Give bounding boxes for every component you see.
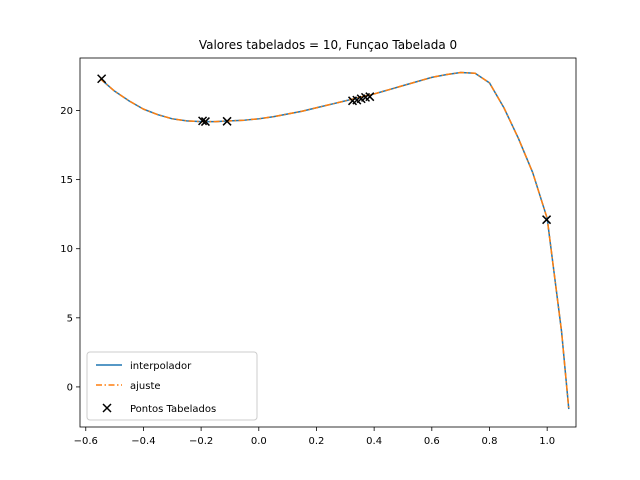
x-tick-label: −0.4 bbox=[131, 436, 155, 447]
data-point-pontos-tabelados bbox=[542, 215, 552, 225]
y-tick-label: 15 bbox=[60, 175, 73, 186]
x-tick-label: 1.0 bbox=[539, 436, 555, 447]
legend: interpolador ajuste Pontos Tabelados bbox=[86, 351, 258, 421]
data-point-pontos-tabelados bbox=[200, 117, 210, 127]
x-tick-label: 0.0 bbox=[251, 436, 267, 447]
legend-label-ajuste: ajuste bbox=[130, 381, 161, 392]
plot-area bbox=[97, 71, 570, 410]
x-tick-label: 0.6 bbox=[424, 436, 440, 447]
y-tick-label: 10 bbox=[60, 244, 73, 255]
data-point-pontos-tabelados bbox=[198, 116, 208, 126]
legend-swatch-pontos bbox=[102, 403, 112, 413]
x-axis: −0.6 −0.4 −0.2 0.0 0.2 0.4 0.6 0.8 1.0 bbox=[74, 427, 555, 447]
y-tick-label: 5 bbox=[67, 313, 73, 324]
x-tick-label: −0.2 bbox=[189, 436, 213, 447]
legend-label-interpolador: interpolador bbox=[130, 361, 192, 372]
data-point-pontos-tabelados bbox=[222, 116, 232, 126]
x-tick-label: 0.2 bbox=[309, 436, 325, 447]
legend-box bbox=[86, 351, 258, 421]
plot-frame bbox=[79, 57, 577, 428]
y-tick-label: 20 bbox=[60, 106, 73, 117]
legend-label-pontos: Pontos Tabelados bbox=[130, 404, 216, 415]
x-tick-label: 0.8 bbox=[482, 436, 498, 447]
y-axis: 0 5 10 15 20 bbox=[60, 106, 80, 393]
data-point-pontos-tabelados bbox=[97, 74, 107, 84]
x-tick-label: −0.6 bbox=[74, 436, 98, 447]
series-line-ajuste bbox=[99, 71, 570, 410]
x-tick-label: 0.4 bbox=[366, 436, 382, 447]
y-tick-label: 0 bbox=[67, 382, 73, 393]
chart-title: Valores tabelados = 10, Funçao Tabelada … bbox=[199, 38, 457, 52]
data-point-pontos-tabelados bbox=[365, 92, 375, 102]
